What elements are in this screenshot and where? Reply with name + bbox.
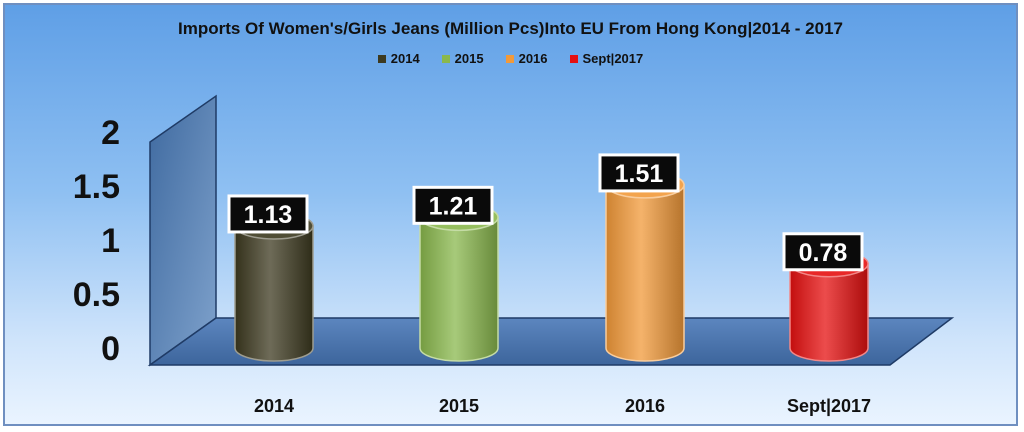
y-tick-label: 2 [101,114,120,152]
data-label-box [782,232,864,272]
chart-title: Imports Of Women's/Girls Jeans (Million … [178,19,843,38]
legend-label: 2015 [454,51,484,66]
legend-item-2016: 2016 [505,51,548,66]
data-label: 1.13 [244,201,293,229]
legend-label: 2016 [518,51,548,66]
data-label-box [598,153,680,193]
legend-label: 2014 [390,51,420,66]
y-tick-label: 1.5 [73,168,120,206]
chart-legend: 2014 2015 2016 Sept|2017 [5,51,1016,66]
legend-swatch [569,54,578,63]
y-tick-label: 0.5 [73,276,120,314]
legend-item-2015: 2015 [441,51,484,66]
data-label-box [412,185,494,225]
bar-2014 [234,225,314,362]
legend-swatch [441,54,450,63]
legend-swatch [377,54,386,63]
legend-label: Sept|2017 [582,51,644,66]
x-tick-label: 2014 [254,396,294,416]
data-label: 0.78 [799,239,848,267]
legend-swatch [505,54,514,63]
data-label: 1.21 [429,192,478,220]
x-tick-label: 2015 [439,396,479,416]
data-label: 1.51 [615,160,664,188]
y-tick-label: 0 [101,330,120,368]
floor [147,317,955,366]
legend-item-sept-2017: Sept|2017 [569,51,644,66]
bar-2016 [605,184,685,362]
y-tick-label: 1 [101,222,120,260]
data-label-box [227,194,309,234]
x-tick-label: Sept|2017 [787,396,871,416]
bar-2015 [419,216,499,362]
bar-sept-2017 [789,263,869,362]
x-tick-label: 2016 [625,396,665,416]
legend-item-2014: 2014 [377,51,420,66]
